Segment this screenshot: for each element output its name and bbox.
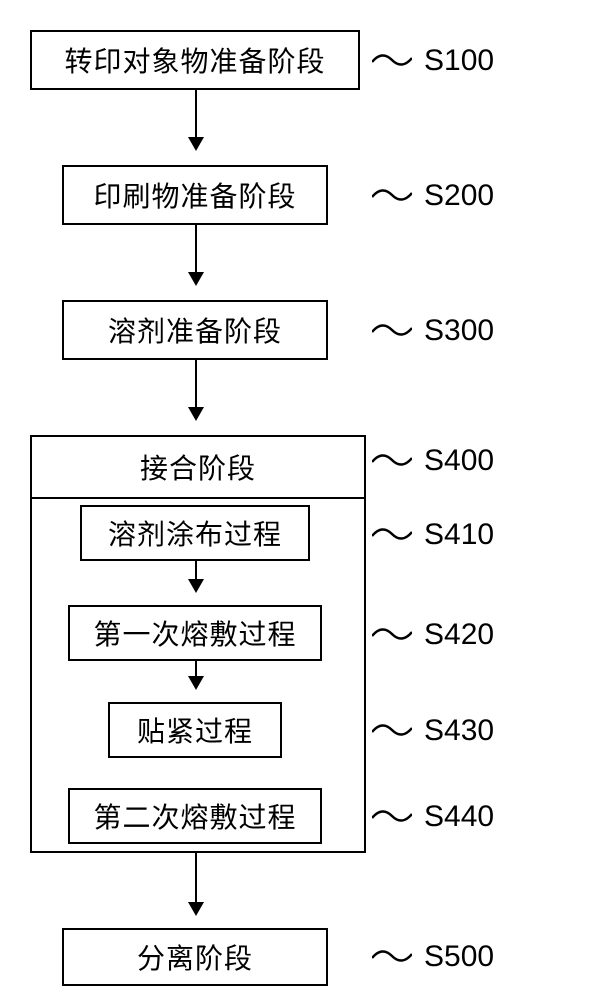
step-s100-text: 转印对象物准备阶段	[64, 40, 325, 80]
tilde-connector	[372, 185, 412, 205]
step-s200: 印刷物准备阶段	[62, 165, 328, 225]
label-s200: S200	[424, 179, 494, 213]
step-s500: 分离阶段	[62, 928, 328, 986]
step-s440: 第二次熔敷过程	[68, 788, 322, 844]
arrow-s300-s400	[195, 360, 197, 419]
label-s100: S100	[424, 44, 494, 78]
step-s300-text: 溶剂准备阶段	[108, 310, 282, 350]
arrow-s400-s500	[195, 853, 197, 914]
step-s430: 贴紧过程	[108, 702, 282, 758]
step-s500-text: 分离阶段	[137, 937, 253, 977]
label-s410: S410	[424, 518, 494, 552]
label-s420: S420	[424, 618, 494, 652]
step-s410: 溶剂涂布过程	[80, 505, 310, 561]
tilde-connector	[372, 524, 412, 544]
step-s300: 溶剂准备阶段	[62, 300, 328, 360]
label-s440: S440	[424, 800, 494, 834]
tilde-connector	[372, 720, 412, 740]
step-s430-text: 贴紧过程	[137, 710, 253, 750]
step-s420: 第一次熔敷过程	[68, 605, 322, 661]
tilde-connector	[372, 624, 412, 644]
label-s400: S400	[424, 444, 494, 478]
arrow-s200-s300	[195, 225, 197, 284]
tilde-connector	[372, 806, 412, 826]
step-s400-text: 接合阶段	[140, 454, 256, 485]
tilde-connector	[372, 50, 412, 70]
tilde-connector	[372, 946, 412, 966]
step-s440-text: 第二次熔敷过程	[93, 796, 296, 836]
tilde-connector	[372, 320, 412, 340]
step-s100: 转印对象物准备阶段	[30, 30, 360, 90]
step-s410-text: 溶剂涂布过程	[108, 513, 282, 553]
arrow-s100-s200	[195, 90, 197, 149]
label-s300: S300	[424, 314, 494, 348]
flowchart-canvas: 转印对象物准备阶段 印刷物准备阶段 溶剂准备阶段 接合阶段 溶剂涂布过程 第一次…	[0, 0, 594, 1000]
tilde-connector	[372, 450, 412, 470]
arrow-s410-s420	[195, 561, 197, 591]
arrow-s420-s430	[195, 661, 197, 688]
step-s200-text: 印刷物准备阶段	[93, 175, 296, 215]
label-s500: S500	[424, 940, 494, 974]
step-s420-text: 第一次熔敷过程	[93, 613, 296, 653]
label-s430: S430	[424, 714, 494, 748]
step-s400-header: 接合阶段	[32, 437, 364, 499]
